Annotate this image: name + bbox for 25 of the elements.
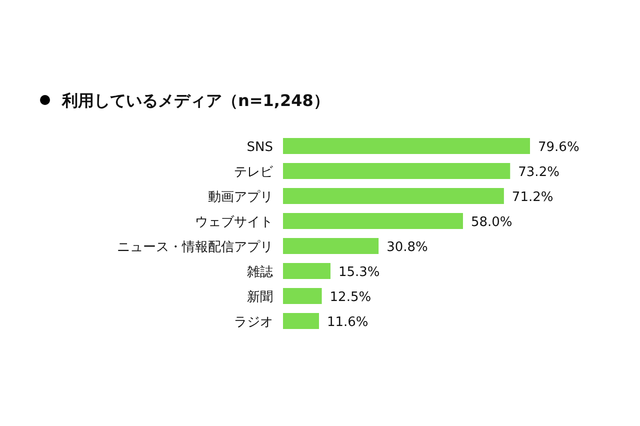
chart-title: 利用しているメディア（n=1,248）	[61, 91, 330, 110]
data-label: 79.6%	[538, 140, 580, 155]
y-tick-label: 動画アプリ	[208, 190, 273, 205]
y-tick-label: 新聞	[247, 290, 273, 305]
y-tick-label: ラジオ	[234, 315, 273, 330]
bar	[283, 238, 379, 254]
y-tick-label: ウェブサイト	[195, 215, 273, 230]
data-label: 73.2%	[518, 165, 560, 180]
data-label: 11.6%	[326, 315, 368, 330]
y-tick-label: ニュース・情報配信アプリ	[117, 240, 273, 255]
bar	[283, 313, 319, 329]
bar	[283, 138, 530, 154]
bar	[283, 163, 510, 179]
data-label: 12.5%	[330, 290, 372, 305]
data-label: 71.2%	[512, 190, 554, 205]
y-tick-label: SNS	[246, 140, 273, 155]
bar	[283, 263, 330, 279]
bar	[283, 288, 322, 304]
y-tick-label: テレビ	[234, 165, 274, 180]
y-tick-label: 雑誌	[247, 265, 273, 280]
data-label: 15.3%	[338, 265, 380, 280]
bar	[283, 213, 463, 229]
data-label: 30.8%	[386, 240, 428, 255]
data-label: 58.0%	[470, 215, 512, 230]
bar	[283, 188, 504, 204]
